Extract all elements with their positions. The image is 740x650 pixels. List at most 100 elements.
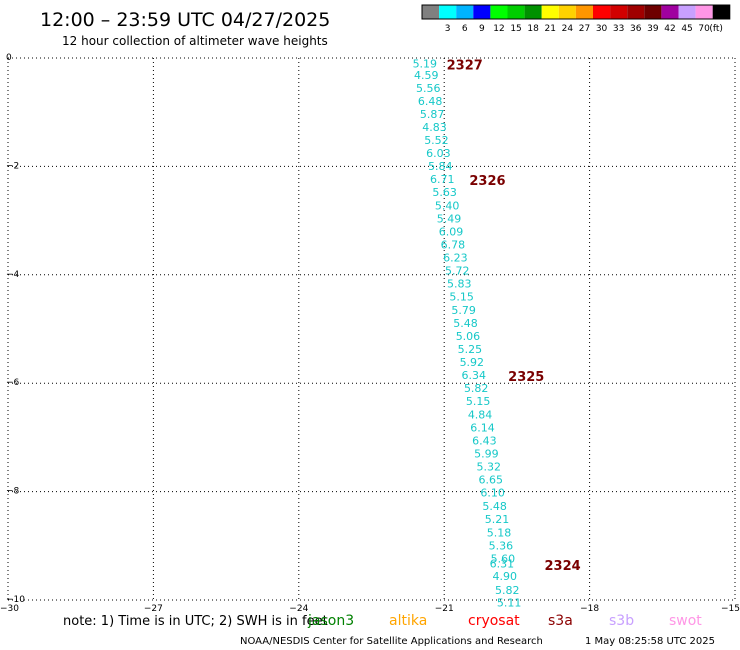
chart-title: 12:00 – 23:59 UTC 04/27/2025	[40, 9, 330, 31]
colorbar-label: 42	[664, 24, 675, 34]
swh-value-label: 6.03	[426, 147, 451, 160]
satellite-legend-s3a: s3a	[548, 613, 573, 629]
colorbar-unit: (ft)	[709, 24, 723, 34]
colorbar-label: 18	[527, 24, 539, 34]
colorbar-frame	[421, 4, 731, 20]
colorbar-swatch	[644, 5, 662, 19]
swh-value-label: 5.40	[435, 199, 460, 212]
colorbar-label: 45	[681, 24, 692, 34]
swh-value-label: 5.48	[453, 317, 478, 330]
satellite-legend-jason3: jason3	[307, 613, 354, 629]
swh-value-label: 4.83	[422, 121, 447, 134]
colorbar-label: 12	[493, 24, 504, 34]
x-tick-label: −27	[144, 604, 163, 614]
colorbar-swatch	[422, 5, 440, 19]
swh-value-label: 5.06	[456, 330, 481, 343]
swh-value-label: 5.60	[491, 552, 516, 565]
colorbar: 3 6 9 12 15 18 21 24 27 30 33 36 39 42 45 70 (ft)	[421, 4, 731, 34]
x-tick-label: −15	[721, 604, 740, 614]
swh-value-label: 5.52	[424, 134, 449, 147]
swh-value-label: 4.84	[468, 409, 493, 422]
colorbar-label: 70	[698, 24, 710, 34]
x-tick-label: −21	[435, 604, 454, 614]
swh-value-label: 5.87	[420, 108, 445, 121]
footer-credit: NOAA/NESDIS Center for Satellite Applica…	[240, 636, 543, 647]
swh-value-label: 6.10	[480, 487, 505, 500]
y-tick-label: −2	[6, 161, 19, 171]
swh-value-label: 5.36	[489, 539, 514, 552]
colorbar-label: 3	[445, 24, 451, 34]
colorbar-label: 9	[479, 24, 485, 34]
colorbar-swatch	[490, 5, 508, 19]
colorbar-swatch	[439, 5, 457, 19]
swh-value-label: 6.78	[441, 238, 466, 251]
swh-value-label: 5.79	[451, 304, 476, 317]
y-tick-label: −4	[6, 270, 20, 280]
swh-value-label: 5.19	[413, 57, 438, 70]
pass-labels: 2327 2326 2325 2324	[447, 59, 581, 574]
swh-value-label: 4.59	[414, 69, 439, 82]
swh-value-label: 5.18	[487, 526, 512, 539]
colorbar-label: 36	[630, 24, 642, 34]
swh-value-label: 4.90	[493, 570, 518, 583]
colorbar-swatch	[575, 5, 593, 19]
pass-number-label: 2327	[447, 59, 483, 74]
colorbar-swatch	[507, 5, 525, 19]
colorbar-swatch	[524, 5, 542, 19]
x-tick-label: −30	[0, 604, 19, 614]
swh-value-label: 5.56	[416, 82, 441, 95]
swh-value-label: 5.63	[432, 186, 457, 199]
colorbar-swatch	[473, 5, 491, 19]
pass-number-label: 2325	[508, 370, 544, 385]
swh-value-label: 5.72	[445, 264, 470, 277]
swh-value-label: 5.32	[477, 461, 502, 474]
swh-value-label: 5.11	[497, 597, 522, 610]
swh-value-label: 6.43	[472, 435, 497, 448]
colorbar-label: 21	[545, 24, 556, 34]
colorbar-swatch	[541, 5, 559, 19]
swh-value-label: 5.25	[458, 343, 483, 356]
swh-value-label: 5.21	[485, 513, 510, 526]
colorbar-label: 39	[647, 24, 659, 34]
chart-subtitle: 12 hour collection of altimeter wave hei…	[62, 34, 328, 48]
colorbar-swatch	[456, 5, 474, 19]
colorbar-label: 27	[579, 24, 590, 34]
satellite-legend-altika: altika	[389, 613, 427, 629]
colorbar-label: 30	[596, 24, 608, 34]
swh-value-label: 5.92	[460, 356, 485, 369]
colorbar-swatch	[558, 5, 576, 19]
swh-value-label: 6.09	[439, 225, 464, 238]
satellite-legend: jason3 altika cryosat s3a s3b swot	[307, 613, 702, 629]
y-tick-label: −6	[6, 378, 20, 388]
y-tick-label: −8	[6, 487, 20, 497]
x-tick-label: −24	[289, 604, 308, 614]
swh-value-label: 6.48	[418, 95, 443, 108]
swh-value-label: 5.83	[447, 277, 472, 290]
swh-value-label: 5.15	[466, 395, 491, 408]
x-axis-ticks: −30 −27 −24 −21 −18 −15	[0, 604, 740, 614]
swh-labels: 5.194.595.566.485.874.835.526.035.846.71…	[413, 57, 522, 609]
y-tick-label: −10	[6, 595, 25, 605]
colorbar-label: 33	[613, 24, 624, 34]
swh-value-label: 6.31	[490, 558, 515, 571]
swh-value-label: 6.71	[430, 173, 455, 186]
colorbar-swatch	[678, 5, 696, 19]
swh-value-label: 5.84	[428, 160, 453, 173]
colorbar-label: 15	[510, 24, 521, 34]
pass-number-label: 2326	[469, 174, 505, 189]
swh-value-label: 6.65	[478, 474, 503, 487]
colorbar-swatch	[610, 5, 628, 19]
satellite-legend-s3b: s3b	[609, 613, 634, 629]
pass-number-label: 2324	[545, 559, 581, 574]
colorbar-swatch	[695, 5, 713, 19]
colorbar-swatch	[661, 5, 679, 19]
swh-value-label: 6.23	[443, 251, 468, 264]
colorbar-label: 6	[462, 24, 468, 34]
colorbar-swatch	[627, 5, 645, 19]
swh-value-label: 5.82	[495, 584, 520, 597]
colorbar-label: 24	[562, 24, 574, 34]
swh-value-label: 6.34	[462, 369, 487, 382]
swh-value-label: 6.14	[470, 422, 495, 435]
satellite-legend-cryosat: cryosat	[468, 613, 520, 629]
